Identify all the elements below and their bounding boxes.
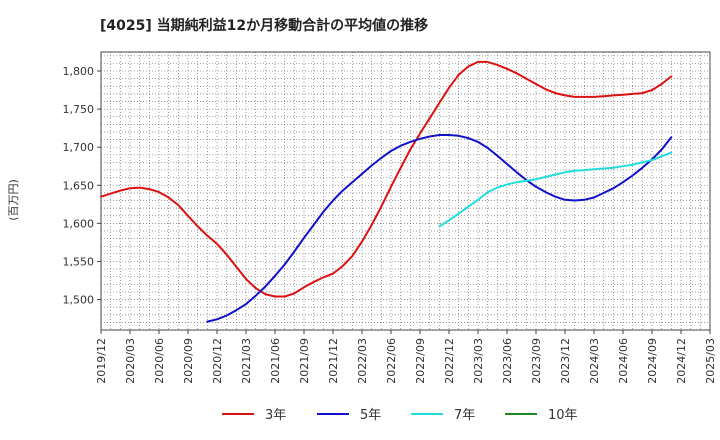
legend-label-5年: 5年 (360, 408, 381, 423)
x-tick-label: 2020/03 (124, 338, 137, 384)
x-tick-label: 2021/06 (269, 338, 282, 384)
x-tick-label: 2022/12 (443, 338, 456, 384)
series-line-5年 (206, 134, 673, 323)
x-tick-label: 2024/09 (646, 338, 659, 384)
x-tick-label: 2019/12 (95, 338, 108, 384)
plot-frame (100, 51, 711, 331)
x-tick-label: 2021/12 (327, 338, 340, 384)
series-line-3年 (100, 60, 673, 298)
series-line-7年 (438, 151, 673, 228)
y-tick-label: 1,750 (63, 103, 95, 116)
grid (101, 52, 710, 331)
x-tick-label: 2021/09 (298, 338, 311, 384)
y-tick-label: 1,650 (63, 179, 95, 192)
x-tick-label: 2024/12 (675, 338, 688, 384)
legend-label-10年: 10年 (548, 408, 578, 423)
series-lines (100, 60, 673, 323)
x-tick-label: 2020/09 (182, 338, 195, 384)
y-tick-label: 1,500 (63, 294, 95, 307)
y-tick-label: 1,550 (63, 255, 95, 268)
y-tick-label: 1,600 (63, 217, 95, 230)
x-tick-label: 2023/06 (501, 338, 514, 384)
x-tick-label: 2023/12 (559, 338, 572, 384)
legend-label-3年: 3年 (265, 408, 286, 423)
y-tick-label: 1,800 (63, 65, 95, 78)
x-tick-label: 2021/03 (240, 338, 253, 384)
x-tick-label: 2024/03 (588, 338, 601, 384)
x-tick-label: 2022/03 (356, 338, 369, 384)
y-tick-label: 1,700 (63, 141, 95, 154)
chart-title: [4025] 当期純利益12か月移動合計の平均値の推移 (100, 17, 428, 34)
axes: 1,500 1,550 1,600 1,650 1,700 1,750 1,800 2019/… (63, 51, 717, 384)
x-tick-label: 2024/06 (617, 338, 630, 384)
x-tick-label: 2025/03 (704, 338, 717, 384)
legend-label-7年: 7年 (454, 408, 475, 423)
x-tick-label: 2022/06 (385, 338, 398, 384)
x-tick-label: 2022/09 (414, 338, 427, 384)
x-tick-label: 2020/12 (211, 338, 224, 384)
x-tick-label: 2020/06 (153, 338, 166, 384)
x-tick-label: 2023/09 (530, 338, 543, 384)
x-tick-label: 2023/03 (472, 338, 485, 384)
legend: 3年 5年 7年 10年 (222, 408, 578, 423)
y-axis-label: (百万円) (7, 179, 20, 221)
